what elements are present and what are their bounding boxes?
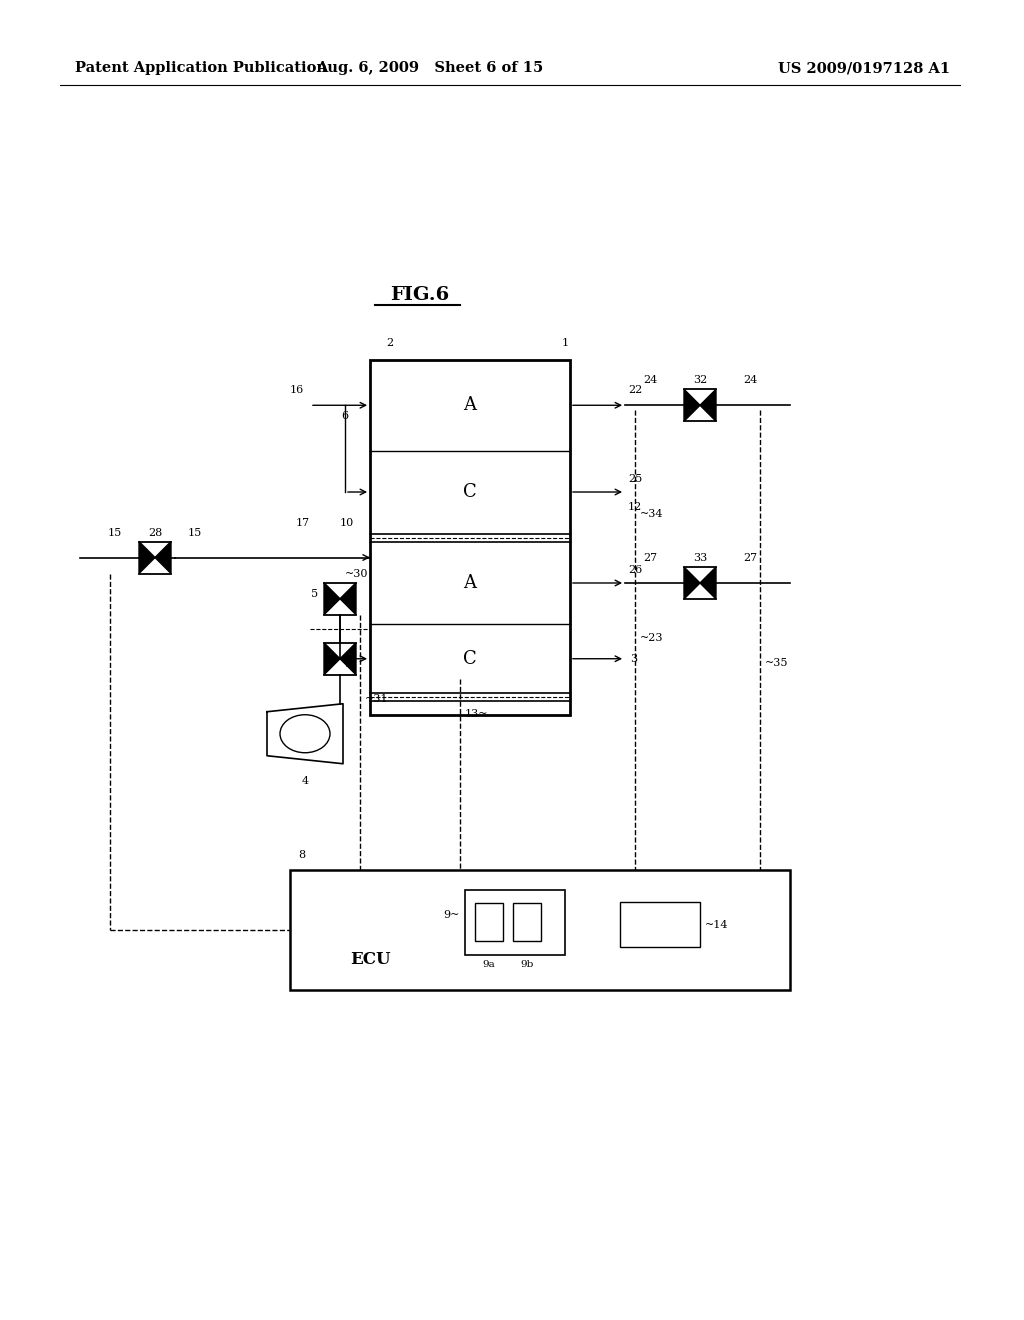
Text: 25: 25 <box>628 474 642 484</box>
Text: 6: 6 <box>341 411 348 421</box>
Text: Patent Application Publication: Patent Application Publication <box>75 61 327 75</box>
Polygon shape <box>139 541 155 573</box>
Text: 5: 5 <box>345 659 352 669</box>
Text: Aug. 6, 2009   Sheet 6 of 15: Aug. 6, 2009 Sheet 6 of 15 <box>316 61 544 75</box>
Text: US 2009/0197128 A1: US 2009/0197128 A1 <box>778 61 950 75</box>
Text: ECU: ECU <box>349 952 390 969</box>
Text: 2: 2 <box>386 338 393 348</box>
Text: 9~: 9~ <box>443 909 460 920</box>
Text: 10: 10 <box>340 517 354 528</box>
Text: C: C <box>463 649 477 668</box>
Text: 1: 1 <box>561 338 568 348</box>
Text: 33: 33 <box>693 553 708 564</box>
Bar <box>370 360 570 715</box>
Text: 4: 4 <box>301 776 308 785</box>
Bar <box>620 902 700 946</box>
Text: 32: 32 <box>693 375 708 385</box>
Text: 9b: 9b <box>520 960 534 969</box>
Text: 17: 17 <box>296 517 310 528</box>
Text: ~31: ~31 <box>365 694 388 704</box>
Polygon shape <box>155 541 171 573</box>
Polygon shape <box>700 389 716 421</box>
Polygon shape <box>340 582 356 615</box>
Text: 16: 16 <box>290 385 304 395</box>
Text: 13~: 13~ <box>465 709 488 718</box>
Polygon shape <box>684 568 700 599</box>
Text: 9a: 9a <box>482 960 496 969</box>
Text: ~34: ~34 <box>640 510 664 519</box>
Text: ~35: ~35 <box>765 657 788 668</box>
Text: 24: 24 <box>643 375 657 385</box>
Text: 22: 22 <box>628 385 642 395</box>
Text: 26: 26 <box>628 565 642 576</box>
Text: 3: 3 <box>630 653 637 664</box>
Bar <box>513 903 541 941</box>
Bar <box>465 890 565 954</box>
Text: 28: 28 <box>147 528 162 537</box>
Text: 27: 27 <box>643 553 657 564</box>
Text: 15: 15 <box>187 528 202 537</box>
Text: ~14: ~14 <box>705 920 728 929</box>
Polygon shape <box>700 568 716 599</box>
Polygon shape <box>324 582 340 615</box>
Polygon shape <box>340 643 356 675</box>
Text: 15: 15 <box>108 528 122 537</box>
Text: 12: 12 <box>628 502 642 512</box>
Bar <box>290 870 790 990</box>
Text: 5: 5 <box>311 589 318 599</box>
Text: C: C <box>463 483 477 502</box>
Text: 8: 8 <box>298 850 305 861</box>
Text: A: A <box>464 396 476 414</box>
Text: ~23: ~23 <box>640 634 664 643</box>
Text: 24: 24 <box>742 375 757 385</box>
Text: FIG.6: FIG.6 <box>390 286 450 304</box>
Polygon shape <box>324 643 340 675</box>
Text: A: A <box>464 574 476 591</box>
Polygon shape <box>684 389 700 421</box>
Text: 27: 27 <box>743 553 757 564</box>
Bar <box>475 903 503 941</box>
Text: ~30: ~30 <box>345 569 369 578</box>
